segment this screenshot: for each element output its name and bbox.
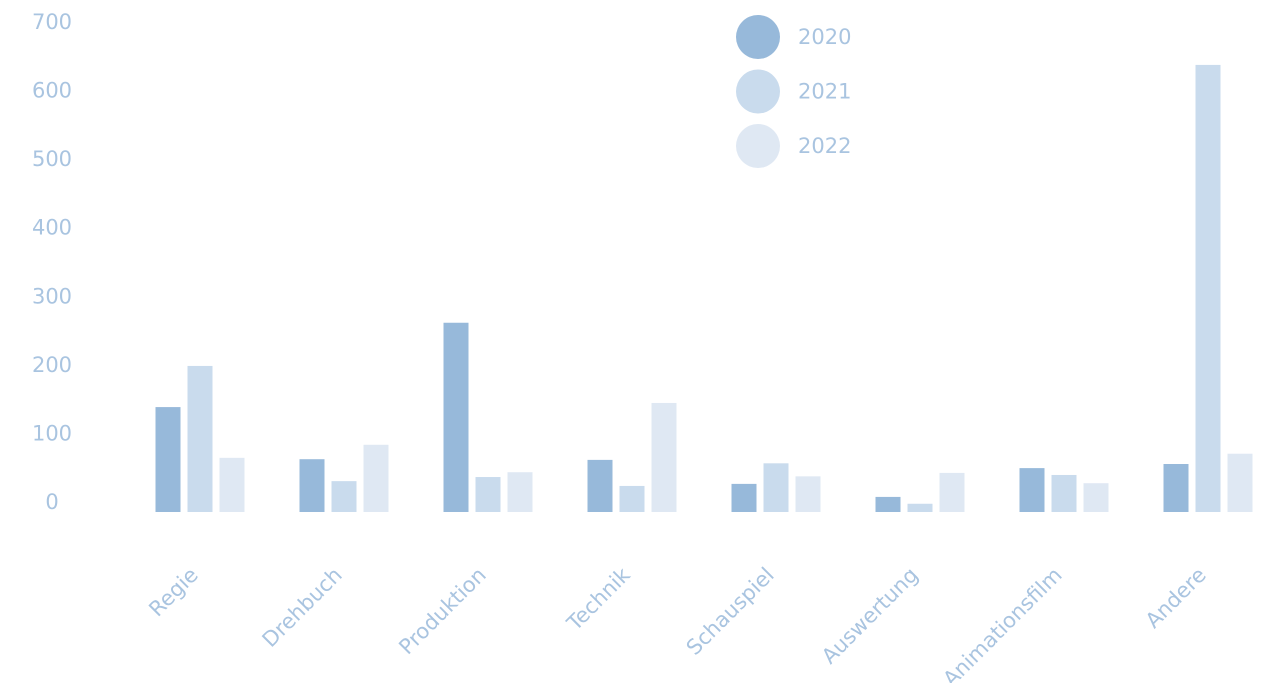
legend-label: 2020 <box>798 25 851 49</box>
bar <box>507 472 533 512</box>
y-tick-label: 500 <box>32 147 72 171</box>
bar <box>475 477 501 512</box>
y-tick-label: 0 <box>45 490 58 514</box>
bar <box>299 459 325 512</box>
bar <box>907 503 933 512</box>
bar <box>763 463 789 512</box>
legend-swatch <box>736 15 780 59</box>
bar <box>651 402 677 512</box>
y-tick-label: 300 <box>32 284 72 308</box>
x-tick-label: Auswertung <box>817 563 923 669</box>
bar <box>1163 464 1189 512</box>
bar <box>363 444 389 512</box>
bar <box>875 496 901 512</box>
bar <box>1195 64 1221 513</box>
bar <box>1051 474 1077 512</box>
y-tick-label: 400 <box>32 216 72 240</box>
bar <box>731 483 757 512</box>
bar <box>795 476 821 512</box>
y-tick-label: 200 <box>32 353 72 377</box>
bar <box>443 322 469 512</box>
bar <box>187 365 213 512</box>
bar <box>1227 453 1253 512</box>
legend-label: 2021 <box>798 80 851 104</box>
bar <box>1083 483 1109 512</box>
x-tick-label: Regie <box>144 563 202 621</box>
legend-swatch <box>736 124 780 168</box>
bar <box>587 459 613 512</box>
legend-swatch <box>736 69 780 114</box>
bar <box>331 481 357 512</box>
bar <box>1019 468 1045 512</box>
bar <box>939 472 965 512</box>
bar <box>219 457 245 512</box>
y-tick-label: 100 <box>32 421 72 445</box>
x-tick-label: Andere <box>1141 563 1211 633</box>
y-tick-label: 600 <box>32 79 72 103</box>
bar <box>619 485 645 512</box>
x-tick-label: Drehbuch <box>258 563 347 652</box>
legend-label: 2022 <box>798 134 851 158</box>
x-tick-label: Schauspiel <box>682 563 779 660</box>
bar <box>155 407 181 512</box>
x-tick-label: Produktion <box>394 563 490 659</box>
y-tick-label: 700 <box>32 10 72 34</box>
x-tick-label: Technik <box>562 562 636 636</box>
x-tick-label: Animationsfilm <box>938 563 1066 683</box>
